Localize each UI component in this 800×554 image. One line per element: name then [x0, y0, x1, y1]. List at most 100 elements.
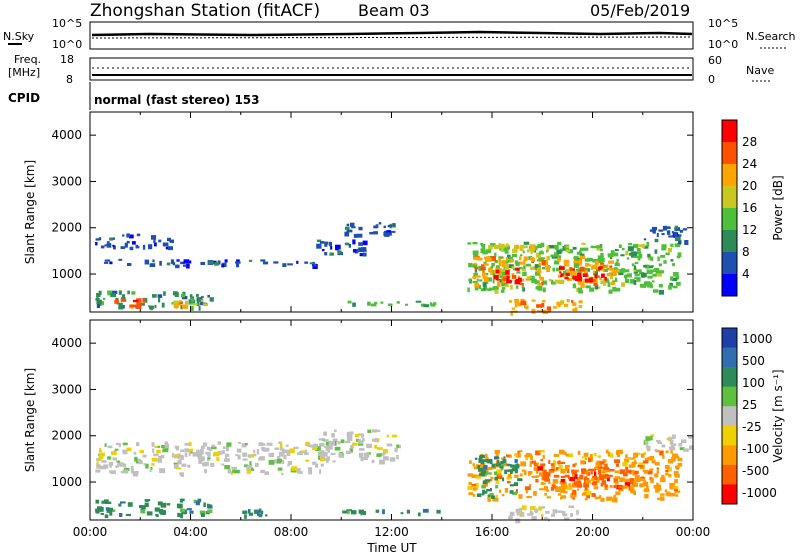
data-cell — [207, 446, 211, 450]
data-cell — [260, 469, 265, 474]
data-cell — [496, 265, 500, 269]
data-cell — [501, 493, 505, 497]
data-cell — [594, 471, 597, 476]
data-cell — [572, 489, 577, 495]
data-cell — [114, 300, 119, 304]
data-cell — [554, 279, 560, 284]
colorbar-tick-label: 20 — [742, 179, 757, 193]
data-cell — [495, 277, 498, 281]
data-cell — [560, 479, 566, 483]
data-cell — [372, 429, 378, 433]
data-cell — [494, 456, 499, 460]
data-cell — [473, 466, 479, 470]
data-cell — [577, 287, 582, 291]
data-cell — [597, 255, 603, 259]
x-tick-label: 00:00 — [676, 525, 711, 539]
data-cell — [96, 293, 101, 298]
noise-tick-hi: 10^5 — [52, 17, 82, 30]
data-cell — [474, 266, 479, 270]
data-cell — [674, 485, 679, 489]
data-cell — [674, 243, 680, 248]
data-cell — [315, 446, 321, 451]
data-cell — [534, 280, 540, 284]
data-cell — [604, 463, 608, 468]
data-cell — [389, 457, 396, 462]
freq-tick-lo: 8 — [66, 73, 73, 86]
data-cell — [246, 469, 251, 474]
data-cell — [526, 496, 532, 499]
data-cell — [621, 282, 625, 287]
data-cell — [612, 271, 617, 277]
data-cell — [216, 457, 219, 461]
data-cell — [488, 494, 491, 497]
data-cell — [509, 484, 514, 487]
data-cell — [618, 272, 624, 275]
data-cell — [350, 510, 357, 515]
data-cell — [537, 268, 542, 274]
data-cell — [111, 451, 117, 455]
data-cell — [264, 514, 268, 517]
data-cell — [614, 476, 621, 479]
data-cell — [347, 510, 350, 515]
data-cell — [120, 298, 127, 302]
data-cell — [214, 262, 219, 266]
data-cell — [649, 468, 654, 471]
data-cell — [106, 241, 110, 244]
data-cell — [633, 255, 639, 258]
data-cell — [595, 462, 598, 467]
data-cell — [556, 249, 562, 255]
data-cell — [665, 469, 669, 473]
data-cell — [676, 255, 681, 259]
nave-tick-lo: 0 — [708, 73, 715, 86]
data-cell — [491, 463, 496, 468]
data-cell — [503, 245, 507, 248]
data-cell — [241, 443, 247, 448]
data-cell — [384, 233, 390, 237]
data-cell — [569, 267, 573, 271]
data-cell — [531, 308, 536, 314]
data-cell — [555, 487, 561, 492]
data-cell — [607, 282, 611, 287]
data-cell — [475, 275, 481, 278]
data-cell — [530, 249, 533, 255]
colorbar-tick-label: 4 — [742, 267, 750, 281]
data-cell — [124, 242, 128, 248]
data-cell — [482, 480, 488, 484]
data-cell — [550, 279, 554, 284]
data-cell — [531, 257, 536, 262]
data-cell — [522, 271, 527, 277]
data-cell — [423, 304, 430, 308]
noise-rtick-hi: 10^5 — [708, 17, 738, 30]
data-cell — [182, 304, 188, 309]
data-cell — [479, 454, 485, 459]
data-cell — [268, 459, 275, 465]
data-cell — [509, 511, 515, 516]
data-cell — [371, 438, 378, 442]
data-cell — [123, 467, 130, 472]
y-tick-label: 4000 — [51, 336, 82, 350]
data-cell — [266, 442, 273, 446]
data-cell — [499, 465, 504, 469]
data-cell — [126, 447, 132, 451]
data-cell — [656, 482, 659, 487]
colorbar-segment — [722, 347, 737, 368]
data-cell — [183, 259, 190, 264]
colorbar-segment — [722, 425, 737, 446]
data-cell — [498, 258, 502, 263]
colorbar-label: Velocity [m s⁻¹] — [771, 369, 785, 462]
data-cell — [625, 467, 628, 470]
data-cell — [142, 298, 146, 303]
data-cell — [593, 281, 598, 286]
data-cell — [246, 465, 250, 471]
data-cell — [379, 453, 385, 456]
data-cell — [158, 456, 161, 461]
data-cell — [586, 495, 590, 499]
data-cell — [518, 510, 523, 515]
data-cell — [139, 505, 143, 509]
colorbar-segment — [722, 142, 737, 165]
data-cell — [394, 447, 398, 453]
data-cell — [607, 452, 611, 457]
data-cell — [669, 485, 674, 490]
data-cell — [599, 266, 604, 269]
data-cell — [506, 454, 510, 457]
